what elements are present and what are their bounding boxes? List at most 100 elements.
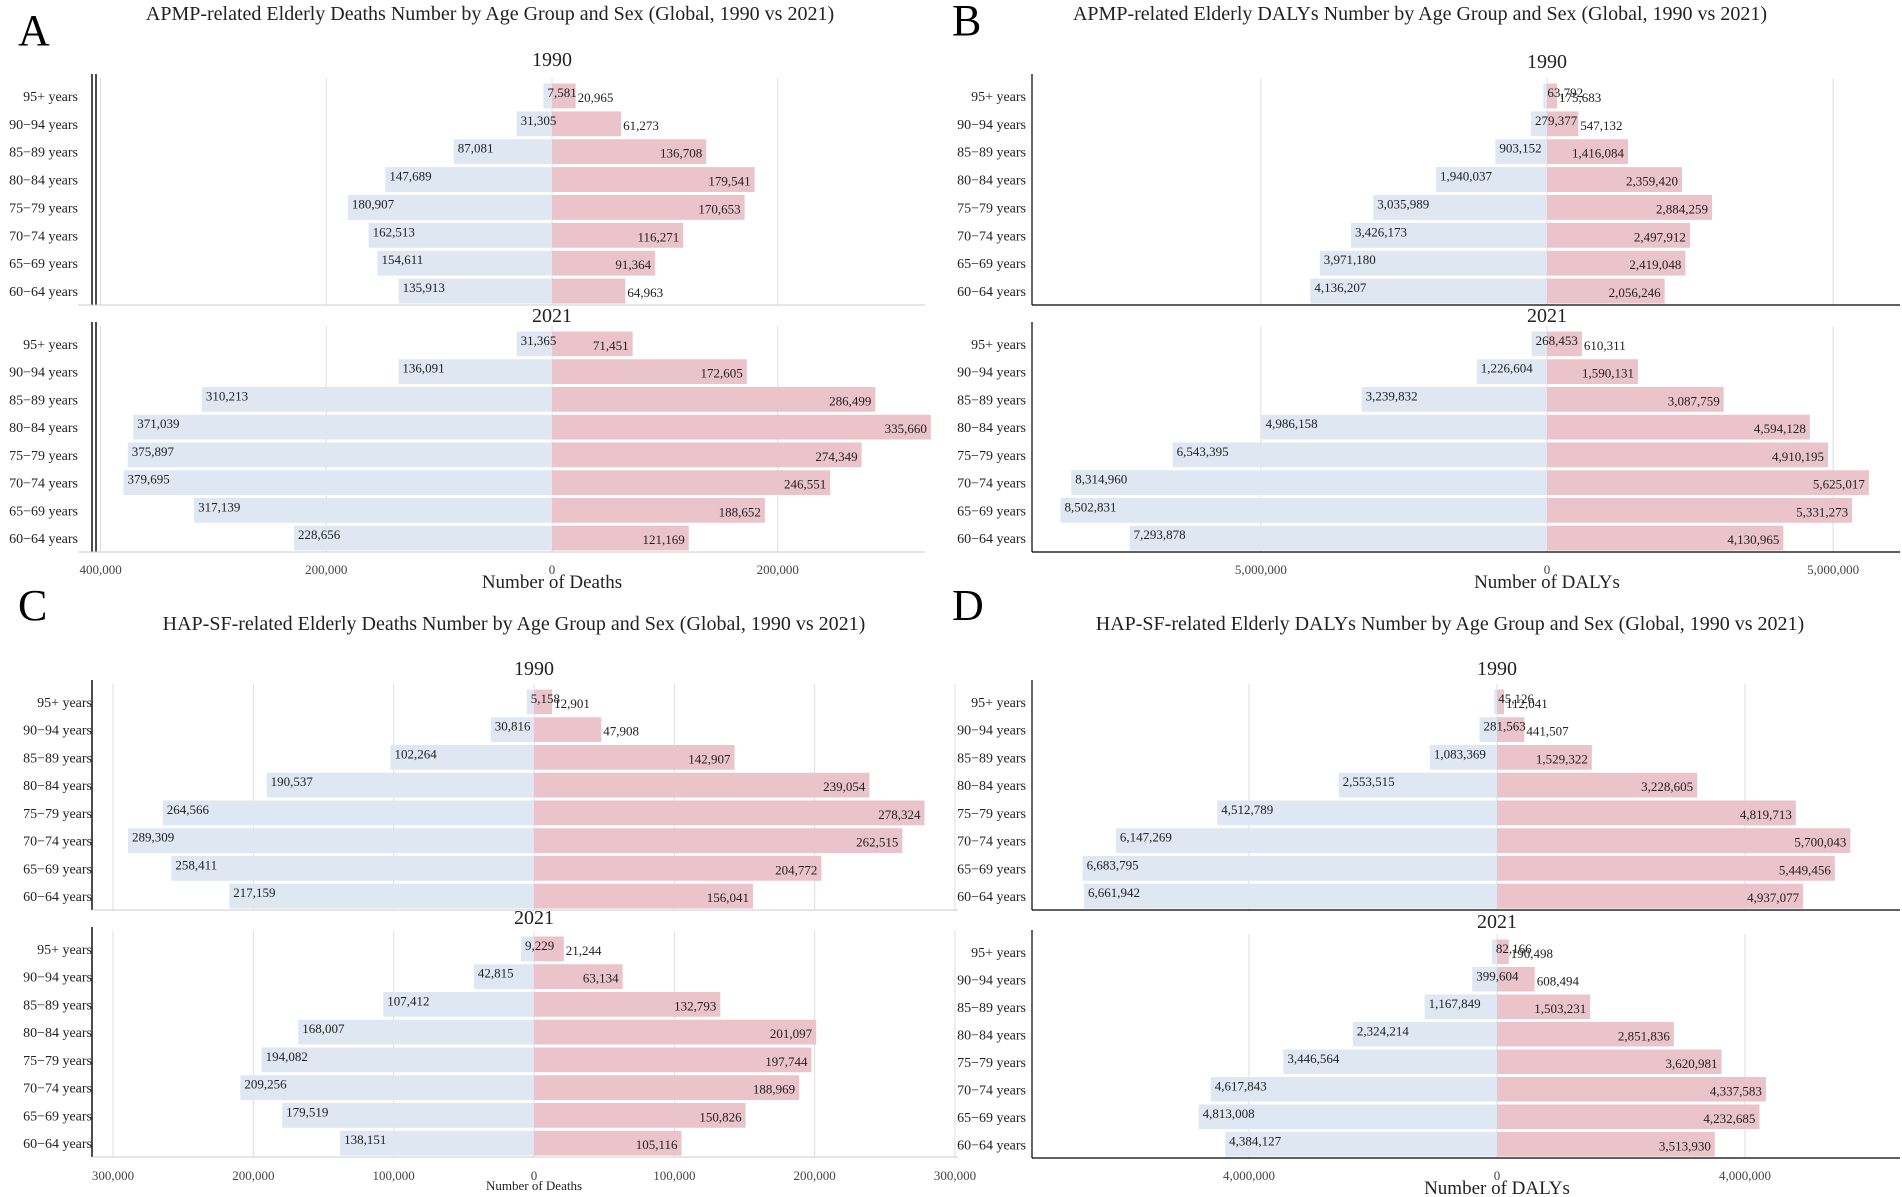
- bar-right: [534, 828, 903, 853]
- data-label-right: 1,529,322: [1536, 751, 1588, 766]
- data-label-left: 9,229: [525, 938, 554, 953]
- data-label-left: 4,512,789: [1221, 802, 1273, 817]
- tick-label: 300,000: [934, 1168, 976, 1183]
- bar-left: [398, 359, 552, 384]
- data-label-right: 2,884,259: [1656, 201, 1708, 216]
- category-label: 60−64 years: [23, 890, 92, 905]
- bar-left: [543, 83, 552, 109]
- data-label-right: 156,041: [707, 890, 749, 905]
- category-label: 95+ years: [971, 90, 1026, 105]
- data-label-right: 190,498: [1511, 946, 1553, 961]
- data-label-right: 1,503,231: [1534, 1001, 1586, 1016]
- data-label-right: 2,851,836: [1618, 1028, 1671, 1043]
- data-label-right: 172,605: [701, 366, 743, 381]
- bar-right: [534, 1019, 817, 1045]
- data-label-right: 4,594,128: [1754, 421, 1806, 436]
- data-label-right: 239,054: [823, 779, 866, 794]
- category-label: 65−69 years: [23, 1109, 92, 1124]
- data-label-right: 5,700,043: [1794, 835, 1846, 850]
- data-label-right: 116,271: [637, 229, 679, 244]
- data-label-left: 7,293,878: [1134, 527, 1186, 542]
- data-label-right: 175,683: [1559, 90, 1601, 105]
- bar-left: [133, 414, 552, 440]
- data-label-right: 246,551: [784, 477, 826, 492]
- data-label-left: 194,082: [266, 1049, 308, 1064]
- category-label: 95+ years: [37, 696, 92, 711]
- data-label-right: 610,311: [1584, 338, 1626, 353]
- tick-label: 100,000: [373, 1168, 415, 1183]
- data-label-right: 1,590,131: [1582, 366, 1634, 381]
- bar-left: [1261, 414, 1547, 440]
- bar-left: [1352, 1022, 1497, 1047]
- bar-left: [194, 498, 552, 523]
- category-label: 75−79 years: [957, 807, 1026, 822]
- year-label: 1990: [532, 49, 572, 71]
- panel-c: C HAP-SF-related Elderly Deaths Number by…: [18, 581, 976, 1193]
- category-label: 95+ years: [971, 696, 1026, 711]
- bar-left: [1310, 278, 1547, 304]
- category-label: 80−84 years: [957, 421, 1026, 436]
- bar-right: [1497, 856, 1835, 881]
- data-label-right: 61,273: [623, 118, 659, 133]
- bar-left: [1373, 195, 1547, 220]
- panel-title: APMP-related Elderly DALYs Number by Age…: [1073, 3, 1767, 25]
- category-label: 90−94 years: [23, 724, 92, 739]
- data-label-left: 375,897: [132, 444, 175, 459]
- data-label-left: 317,139: [198, 499, 240, 514]
- bar-right: [1547, 525, 1784, 551]
- data-label-left: 4,813,008: [1203, 1106, 1255, 1121]
- bar-left: [1472, 967, 1497, 992]
- bar-left: [266, 772, 534, 798]
- data-label-left: 903,152: [1499, 141, 1541, 156]
- category-label: 75−79 years: [9, 449, 78, 464]
- bar-right: [1547, 387, 1724, 412]
- data-label-right: 12,901: [554, 696, 590, 711]
- bar-right: [552, 498, 765, 523]
- data-label-right: 64,963: [627, 285, 663, 300]
- category-label: 90−94 years: [957, 366, 1026, 381]
- bar-left: [521, 936, 534, 962]
- category-label: 60−64 years: [957, 532, 1026, 547]
- bar-right: [534, 936, 564, 962]
- bar-right: [1497, 1077, 1766, 1102]
- category-label: 65−69 years: [9, 257, 78, 272]
- category-label: 75−79 years: [23, 807, 92, 822]
- category-label: 60−64 years: [957, 1138, 1026, 1153]
- data-label-left: 5,158: [531, 691, 560, 706]
- category-label: 90−94 years: [23, 971, 92, 986]
- bar-right: [1497, 1022, 1674, 1047]
- bar-right: [1497, 883, 1804, 909]
- data-label-left: 2,553,515: [1343, 774, 1395, 789]
- tick-label: 200,000: [232, 1168, 274, 1183]
- data-label-left: 135,913: [403, 280, 445, 295]
- bar-left: [123, 470, 553, 495]
- year-label: 1990: [1477, 658, 1517, 680]
- bar-left: [368, 222, 552, 248]
- year-label: 2021: [1477, 911, 1517, 933]
- tick-label: 0: [1544, 562, 1551, 577]
- bar-right: [534, 883, 753, 909]
- tick-label: 200,000: [305, 562, 347, 577]
- bar-right: [1497, 772, 1698, 798]
- data-label-left: 31,305: [521, 113, 557, 128]
- data-label-right: 91,364: [615, 257, 651, 272]
- year-label: 2021: [514, 907, 554, 929]
- data-label-left: 107,412: [387, 993, 429, 1008]
- tick-label: 4,000,000: [1719, 1168, 1771, 1183]
- bar-left: [171, 856, 535, 881]
- bar-left: [1531, 111, 1547, 137]
- data-label-left: 7,581: [547, 85, 576, 100]
- bar-right: [552, 525, 689, 551]
- data-label-right: 1,416,084: [1572, 146, 1625, 161]
- panel-title: HAP-SF-related Elderly DALYs Number by A…: [1096, 613, 1804, 635]
- data-label-left: 162,513: [373, 224, 415, 239]
- bar-right: [552, 111, 622, 137]
- year-label: 1990: [1527, 51, 1567, 73]
- bar-right: [534, 1075, 800, 1100]
- data-label-left: 136,091: [402, 361, 444, 376]
- data-label-left: 289,309: [132, 830, 174, 845]
- data-label-left: 371,039: [137, 416, 179, 431]
